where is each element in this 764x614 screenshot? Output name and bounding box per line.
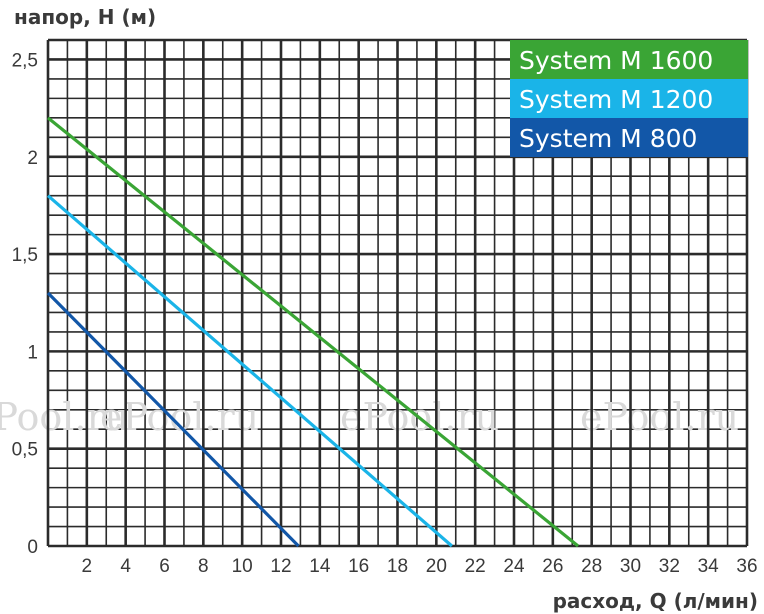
watermark: ePool.ru <box>580 395 739 439</box>
series-lines <box>46 116 580 548</box>
x-tick-label: 6 <box>159 556 170 577</box>
x-tick-label: 18 <box>387 556 408 577</box>
x-tick-label: 8 <box>198 556 209 577</box>
x-tick-label: 32 <box>659 556 680 577</box>
x-tick-label: 4 <box>120 556 131 577</box>
legend-label: System M 1600 <box>519 46 713 75</box>
legend-swatch <box>510 79 748 118</box>
series-line-system-m-800 <box>46 291 300 548</box>
x-tick-label: 22 <box>465 556 486 577</box>
y-tick-label: 2,5 <box>12 50 38 71</box>
x-tick-label: 34 <box>698 556 720 577</box>
x-tick-label: 36 <box>736 556 757 577</box>
y-tick-label: 1 <box>27 342 38 363</box>
y-tick-label: 0 <box>27 537 38 558</box>
legend-swatch <box>510 40 748 79</box>
x-tick-label: 10 <box>232 556 253 577</box>
x-tick-label: 24 <box>503 556 525 577</box>
y-tick-labels: 0 0,5 1 1,5 2 2,5 <box>12 50 38 558</box>
x-tick-label: 16 <box>348 556 369 577</box>
y-tick-label: 0,5 <box>12 440 38 461</box>
y-axis-label: напор, H (м) <box>14 5 156 29</box>
legend-swatch <box>510 118 748 157</box>
x-tick-label: 30 <box>620 556 641 577</box>
y-tick-label: 1,5 <box>12 245 38 266</box>
x-tick-labels: 2 4 6 8 10 12 14 16 18 20 22 24 26 28 30 32 34 36 <box>82 556 758 577</box>
series-line-system-m-1200 <box>46 194 453 548</box>
x-tick-label: 20 <box>426 556 447 577</box>
series-line-system-m-1600 <box>46 116 580 548</box>
x-axis-label: расход, Q (л/мин) <box>553 589 758 613</box>
x-tick-label: 26 <box>542 556 563 577</box>
x-tick-label: 14 <box>309 556 331 577</box>
x-tick-label: 2 <box>82 556 93 577</box>
y-tick-label: 2 <box>27 148 38 169</box>
legend-label: System M 1200 <box>519 85 713 114</box>
legend: System M 1600 System M 1200 System M 800 <box>510 40 748 157</box>
x-tick-label: 28 <box>581 556 602 577</box>
x-tick-label: 12 <box>270 556 291 577</box>
legend-label: System M 800 <box>519 124 697 153</box>
watermark: ePool.ru <box>0 395 129 439</box>
watermark: ePool.ru <box>100 395 259 439</box>
